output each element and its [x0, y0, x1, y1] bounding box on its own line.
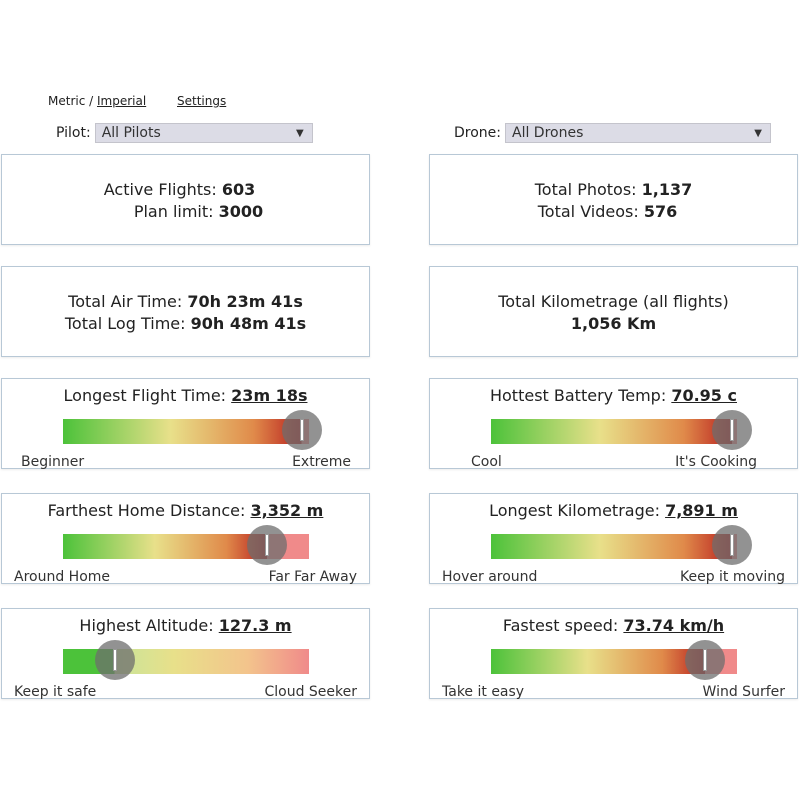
gauge-value-link[interactable]: 127.3 m	[218, 616, 292, 635]
knob-handle-icon	[265, 534, 270, 556]
gauge-value-link[interactable]: 3,352 m	[250, 501, 324, 520]
total-photos-line: Total Photos: 1,137	[430, 179, 797, 201]
gauge-title: Longest Kilometrage: 7,891 m	[430, 501, 797, 520]
pilot-label: Pilot:	[56, 125, 91, 141]
gauge-max-label: Wind Surfer	[702, 684, 785, 700]
gauge-title-label: Longest Kilometrage:	[489, 501, 660, 520]
gauge-card-highest-altitude: Highest Altitude: 127.3 m Keep it safe C…	[1, 608, 370, 700]
gauge-value-link[interactable]: 73.74 km/h	[623, 616, 725, 635]
imperial-link[interactable]: Imperial	[96, 94, 147, 108]
gauge-min-label: Keep it safe	[14, 684, 97, 700]
gauge-title-label: Hottest Battery Temp:	[489, 386, 667, 405]
gauge-title-label: Highest Altitude:	[79, 616, 214, 635]
gauge-min-label: Around Home	[14, 569, 111, 585]
log-time-label: Total Log Time:	[64, 314, 186, 333]
air-time-value: 70h 23m 41s	[187, 292, 303, 311]
plan-limit-line: Plan limit: 3000	[2, 201, 369, 223]
pilot-select-value: All Pilots	[101, 125, 161, 141]
flights-card: Active Flights: 603 Plan limit: 3000	[1, 154, 370, 245]
gauge-title: Fastest speed: 73.74 km/h	[430, 616, 797, 635]
knob-handle-icon	[299, 419, 304, 441]
gauge-bar	[491, 410, 753, 450]
gauge-bar	[63, 410, 322, 450]
knob-handle-icon	[112, 649, 117, 671]
knob-handle-icon	[703, 649, 708, 671]
gauge-knob[interactable]	[712, 525, 753, 565]
gauge-knob[interactable]	[281, 410, 322, 450]
gauge-min-label: Take it easy	[442, 684, 525, 700]
gauge-value-link[interactable]: 23m 18s	[231, 386, 308, 405]
gauge-bar	[491, 640, 737, 680]
gauge-knob[interactable]	[94, 640, 135, 680]
gauge-bar	[491, 525, 753, 565]
gauge-card-longest-flight: Longest Flight Time: 23m 18s Beginner Ex…	[1, 378, 370, 470]
gauge-card-fastest-speed: Fastest speed: 73.74 km/h Take it easy W…	[429, 608, 798, 700]
gauge-max-label: Cloud Seeker	[264, 684, 357, 700]
gauge-max-label: Far Far Away	[268, 569, 357, 585]
total-videos-label: Total Videos:	[537, 202, 639, 221]
gauge-min-label: Cool	[471, 454, 502, 470]
total-photos-label: Total Photos:	[534, 180, 637, 199]
time-card: Total Air Time: 70h 23m 41s Total Log Ti…	[1, 266, 370, 357]
pilot-select[interactable]: All Pilots ▼	[94, 123, 313, 143]
gauge-title: Highest Altitude: 127.3 m	[2, 616, 369, 635]
unit-toggle: Metric / Imperial	[48, 94, 146, 108]
total-videos-line: Total Videos: 576	[430, 201, 797, 223]
gauge-card-longest-km: Longest Kilometrage: 7,891 m Hover aroun…	[429, 493, 798, 585]
plan-limit-label: Plan limit:	[133, 202, 214, 221]
gauge-title: Farthest Home Distance: 3,352 m	[2, 501, 369, 520]
gauge-fill	[491, 534, 737, 559]
drone-select-value: All Drones	[512, 125, 584, 141]
gauge-value-link[interactable]: 7,891 m	[665, 501, 738, 520]
active-flights-line: Active Flights: 603	[2, 179, 369, 201]
gauge-title: Hottest Battery Temp: 70.95 c	[430, 386, 797, 405]
gauge-knob[interactable]	[247, 525, 288, 565]
gauge-knob[interactable]	[685, 640, 726, 680]
gauge-fill	[63, 419, 309, 444]
drone-filter: Drone: All Drones ▼	[454, 122, 771, 144]
gauge-min-label: Beginner	[21, 454, 85, 470]
pilot-filter: Pilot: All Pilots ▼	[56, 122, 313, 144]
gauge-card-farthest-home: Farthest Home Distance: 3,352 m Around H…	[1, 493, 370, 585]
knob-handle-icon	[730, 534, 735, 556]
air-time-line: Total Air Time: 70h 23m 41s	[2, 291, 369, 313]
gauge-title-label: Farthest Home Distance:	[47, 501, 246, 520]
gauge-card-hottest-battery: Hottest Battery Temp: 70.95 c Cool It's …	[429, 378, 798, 470]
gauge-title-label: Fastest speed:	[502, 616, 619, 635]
knob-handle-icon	[730, 419, 735, 441]
air-time-label: Total Air Time:	[68, 292, 183, 311]
total-photos-value: 1,137	[641, 180, 693, 199]
kilometrage-card: Total Kilometrage (all flights) 1,056 Km	[429, 266, 798, 357]
active-flights-label: Active Flights:	[103, 180, 217, 199]
log-time-value: 90h 48m 41s	[190, 314, 307, 333]
total-videos-value: 576	[643, 202, 678, 221]
gauge-fill	[491, 419, 737, 444]
km-value: 1,056 Km	[570, 314, 657, 333]
gauge-title: Longest Flight Time: 23m 18s	[2, 386, 369, 405]
settings-link[interactable]: Settings	[177, 94, 227, 108]
dropdown-arrow-icon: ▼	[295, 128, 304, 139]
drone-select[interactable]: All Drones ▼	[505, 123, 771, 143]
drone-label: Drone:	[454, 125, 501, 141]
dropdown-arrow-icon: ▼	[754, 128, 762, 139]
gauge-value-link[interactable]: 70.95 c	[671, 386, 737, 405]
active-flights-value: 603	[221, 180, 256, 199]
log-time-line: Total Log Time: 90h 48m 41s	[2, 313, 369, 335]
media-card: Total Photos: 1,137 Total Videos: 576	[429, 154, 798, 245]
gauge-max-label: Extreme	[292, 454, 351, 470]
unit-separator: /	[85, 94, 97, 108]
gauge-knob[interactable]	[712, 410, 753, 450]
plan-limit-value: 3000	[218, 202, 264, 221]
gauge-bar	[63, 640, 309, 680]
metric-link[interactable]: Metric	[48, 94, 86, 108]
gauge-min-label: Hover around	[442, 569, 538, 585]
gauge-max-label: Keep it moving	[679, 569, 785, 585]
gauge-bar	[63, 525, 309, 565]
km-label: Total Kilometrage (all flights)	[498, 292, 729, 311]
gauge-title-label: Longest Flight Time:	[63, 386, 227, 405]
gauge-max-label: It's Cooking	[675, 454, 757, 470]
